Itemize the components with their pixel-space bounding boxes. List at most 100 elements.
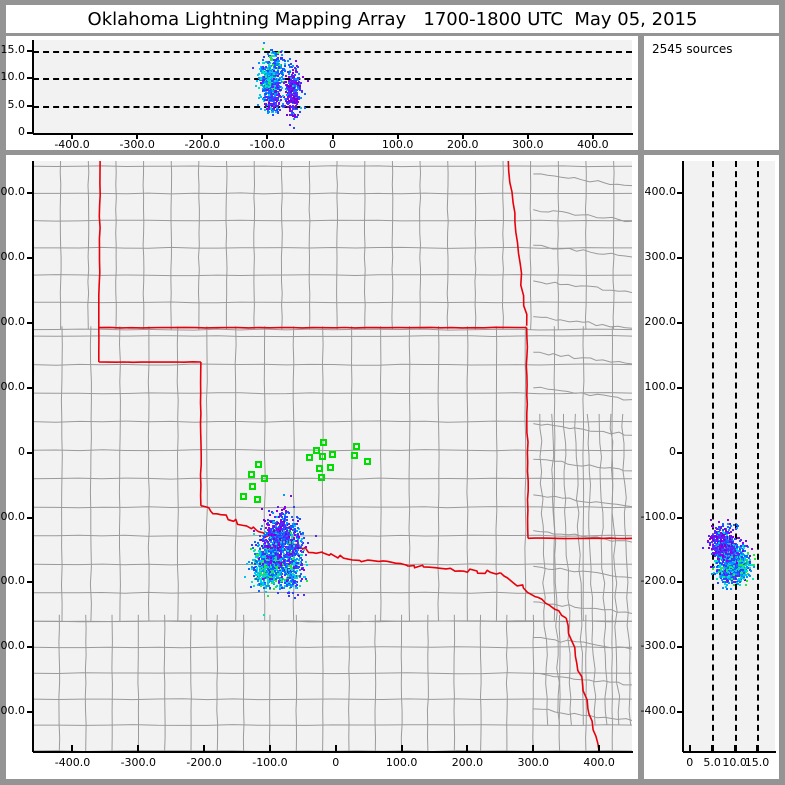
lightning-source-point xyxy=(271,108,273,111)
lightning-source-point xyxy=(274,544,277,547)
lightning-source-point xyxy=(269,529,272,532)
lightning-source-point xyxy=(265,65,268,68)
lightning-source-point xyxy=(288,552,291,555)
lightning-source-point xyxy=(266,574,269,577)
lightning-source-point xyxy=(314,535,317,538)
lightning-source-point xyxy=(294,552,297,555)
lightning-source-point xyxy=(255,578,258,580)
lightning-source-point xyxy=(273,78,276,80)
lightning-source-point xyxy=(268,101,271,104)
lightning-source-point xyxy=(265,82,268,84)
lightning-source-point xyxy=(267,547,270,550)
lightning-source-point xyxy=(272,54,275,57)
lightning-source-point xyxy=(287,531,290,534)
lightning-source-point xyxy=(297,66,299,68)
lightning-source-point xyxy=(301,554,304,557)
lightning-source-point xyxy=(291,80,294,83)
lightning-source-point xyxy=(281,71,283,74)
lightning-source-point xyxy=(277,68,280,71)
lightning-source-point xyxy=(272,73,275,76)
lightning-source-point xyxy=(287,84,290,87)
lightning-source-point xyxy=(271,573,274,576)
lightning-source-point xyxy=(258,557,261,560)
lightning-source-point xyxy=(274,557,277,560)
lightning-source-point xyxy=(291,99,294,101)
plan-view-map-panel[interactable]: -400.0 -300.0 -200.0 -100.0 0 100.0 200.0 300.0… xyxy=(0,155,638,779)
altitude-vs-east-plot[interactable] xyxy=(33,40,632,133)
lightning-source-point xyxy=(281,521,284,524)
lightning-source-point xyxy=(265,590,268,593)
lightning-source-point xyxy=(740,574,743,576)
lightning-source-point xyxy=(263,561,266,564)
lightning-source-point xyxy=(275,564,278,567)
lightning-source-point xyxy=(273,534,276,537)
axis-tick-label: -400.0 xyxy=(54,756,91,769)
lightning-source-point xyxy=(281,544,284,547)
plan-view-map-plot[interactable] xyxy=(33,161,632,751)
lightning-source-point xyxy=(267,565,270,568)
lightning-source-point xyxy=(304,561,307,564)
altitude-vs-north-plot[interactable] xyxy=(683,161,775,751)
lightning-source-point xyxy=(286,97,289,100)
lightning-source-point xyxy=(271,114,274,117)
lightning-source-point xyxy=(275,70,278,73)
lightning-source-point xyxy=(275,552,278,555)
lightning-source-point xyxy=(282,561,285,564)
altitude-vs-east-panel[interactable]: 0 5.0 10.0 15.0 -400.0 -300.0 -200.0 -100.0 0 100… xyxy=(1,36,638,151)
lightning-source-point xyxy=(267,527,270,530)
lightning-source-point xyxy=(283,543,286,545)
lightning-source-point xyxy=(261,72,263,74)
lightning-source-point xyxy=(273,74,275,77)
lightning-source-point xyxy=(260,67,263,70)
altitude-vs-north-panel[interactable]: -400.0 -300.0 -200.0 -100.0 0 100.0 200.0 300.0… xyxy=(641,155,779,779)
lightning-source-point xyxy=(255,543,257,546)
lightning-source-point xyxy=(748,564,751,567)
lightning-source-point xyxy=(267,111,270,114)
lightning-source-point xyxy=(263,89,266,92)
lightning-source-point xyxy=(275,54,278,56)
axis-tick-label: -200.0 xyxy=(0,574,25,588)
lightning-source-point xyxy=(290,85,293,88)
lightning-source-point xyxy=(288,523,290,526)
lightning-source-point xyxy=(263,578,265,581)
lightning-source-point xyxy=(721,570,724,573)
lightning-source-point xyxy=(267,110,270,113)
lightning-source-point xyxy=(287,100,290,103)
lightning-source-point xyxy=(715,578,718,581)
lightning-source-point xyxy=(269,545,271,548)
lightning-source-point xyxy=(268,573,271,576)
lightning-source-point xyxy=(279,545,282,547)
lightning-source-point xyxy=(268,54,271,57)
lightning-source-point xyxy=(276,70,279,73)
lightning-source-point xyxy=(288,124,291,127)
axis-tick-mark xyxy=(461,133,464,139)
lightning-source-point xyxy=(262,537,264,540)
lightning-source-point xyxy=(298,528,301,531)
lightning-source-point xyxy=(286,563,288,566)
lightning-source-point xyxy=(288,572,291,575)
lightning-source-point xyxy=(744,539,747,542)
lightning-source-point xyxy=(283,541,286,543)
lightning-source-point xyxy=(288,80,290,83)
lma-station-marker xyxy=(319,453,327,461)
lightning-source-point xyxy=(255,569,257,572)
lightning-source-point xyxy=(709,536,712,539)
lightning-source-point xyxy=(297,574,300,577)
lightning-source-point xyxy=(263,581,266,584)
lightning-source-point xyxy=(283,584,286,587)
lightning-source-point xyxy=(264,576,267,579)
lightning-source-point xyxy=(286,581,289,584)
lightning-source-point xyxy=(256,574,259,577)
lightning-source-point xyxy=(264,88,267,91)
lightning-source-point xyxy=(293,538,296,541)
axis-tick-label: 0 xyxy=(332,756,340,769)
lightning-source-point xyxy=(247,567,250,570)
lightning-source-point xyxy=(718,545,721,548)
axis-tick-label: 10.0 xyxy=(0,70,26,84)
lightning-source-point xyxy=(291,107,294,110)
lightning-source-point xyxy=(282,535,284,538)
lma-station-marker xyxy=(316,464,324,472)
lightning-source-point xyxy=(743,554,745,557)
lightning-source-point xyxy=(270,70,273,73)
lightning-source-point xyxy=(296,566,299,569)
